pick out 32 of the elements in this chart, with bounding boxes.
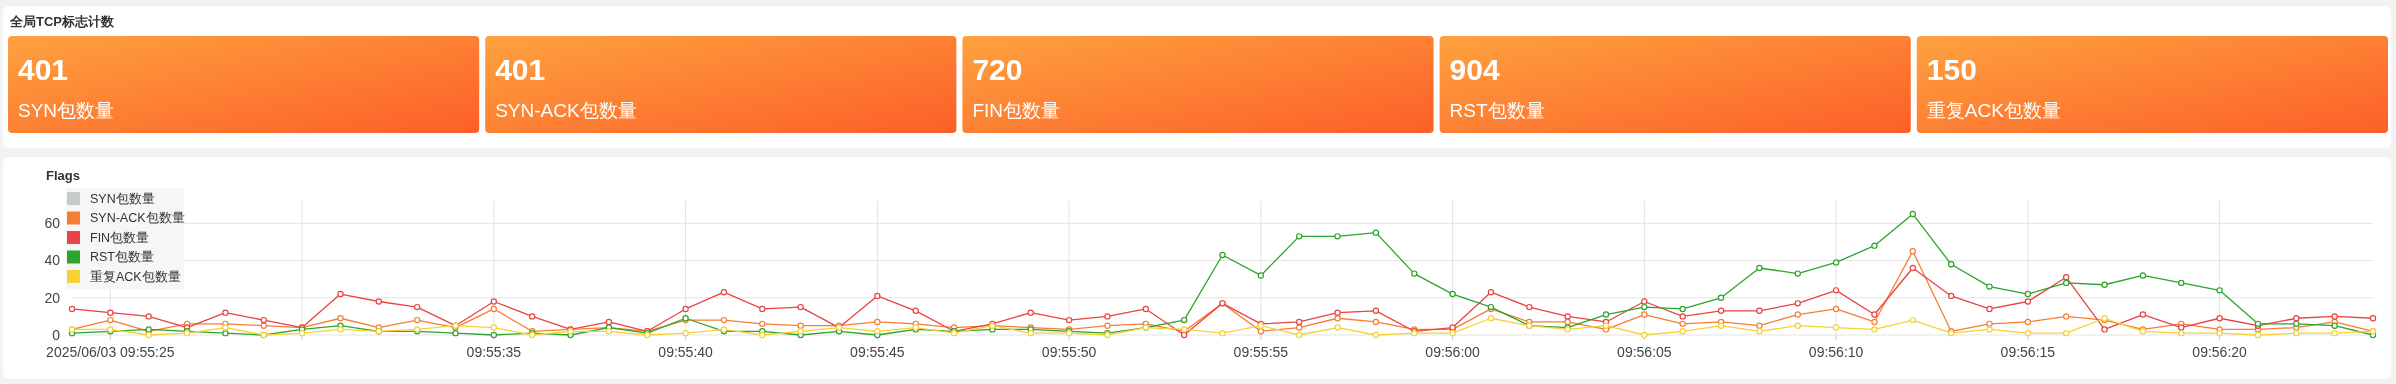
category-label: SYN-ACK包数量 <box>495 100 637 121</box>
category-label: SYN包数量 <box>18 100 115 121</box>
legend-label: SYN包数量 <box>90 191 155 206</box>
data-label: 904 <box>1449 53 1500 86</box>
x-tick-label: 09:55:35 <box>466 344 522 360</box>
y-tick-label: 0 <box>52 326 61 343</box>
data-label: 401 <box>495 53 546 86</box>
legend-label: SYN-ACK包数量 <box>90 211 185 226</box>
data-label: 150 <box>1926 53 1977 86</box>
data-label: 720 <box>972 53 1023 86</box>
legend-label: 重复ACK包数量 <box>90 269 181 284</box>
chart-title: Flags <box>46 168 80 183</box>
x-tick-label: 09:55:45 <box>850 344 905 360</box>
y-tick-label: 60 <box>44 215 61 232</box>
category-label: FIN包数量 <box>972 100 1061 121</box>
y-tick-label: 40 <box>44 252 61 269</box>
x-tick-label: 09:56:10 <box>1808 344 1864 360</box>
x-tick-label: 09:56:05 <box>1617 344 1672 360</box>
x-tick-label: 09:56:00 <box>1425 344 1481 360</box>
x-tick-label: 09:55:55 <box>1233 344 1289 360</box>
x-tick-label: 09:55:50 <box>1041 344 1097 360</box>
x-tick-label: 09:56:15 <box>2000 344 2056 360</box>
x-tick-label: 09:55:40 <box>658 344 714 360</box>
x-tick-label: 2025/06/03 09:55:25 <box>46 344 175 360</box>
category-label: RST包数量 <box>1449 100 1545 121</box>
legend-label: FIN包数量 <box>90 230 150 245</box>
x-tick-label: 09:56:20 <box>2192 344 2248 360</box>
category-label: 重复ACK包数量 <box>1926 100 2061 121</box>
data-label: 401 <box>18 53 69 86</box>
legend-label: RST包数量 <box>90 250 154 265</box>
y-tick-label: 20 <box>44 289 61 306</box>
text: 全局TCP标志计数 <box>9 14 115 29</box>
